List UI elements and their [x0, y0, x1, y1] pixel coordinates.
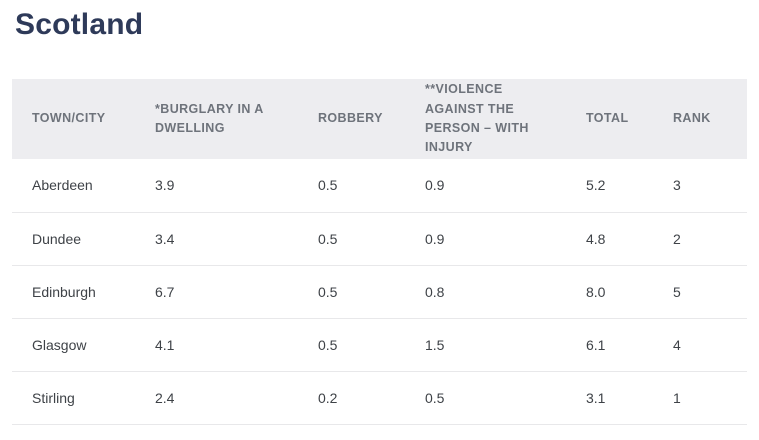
cell-violence: 0.9	[405, 159, 566, 213]
cell-total: 5.2	[566, 159, 653, 213]
table-row: Dundee 3.4 0.5 0.9 4.8 2	[12, 212, 747, 266]
cell-robbery: 0.2	[298, 371, 405, 425]
cell-violence: 0.9	[405, 212, 566, 266]
cell-burglary: 3.4	[135, 212, 298, 266]
cell-town-city: Edinburgh	[12, 265, 135, 319]
column-header-robbery: ROBBERY	[298, 79, 405, 159]
cell-rank: 4	[653, 318, 747, 372]
cell-robbery: 0.5	[298, 265, 405, 319]
cell-burglary: 2.4	[135, 371, 298, 425]
cell-town-city: Dundee	[12, 212, 135, 266]
page-title: Scotland	[15, 8, 144, 41]
cell-rank: 1	[653, 371, 747, 425]
cell-total: 8.0	[566, 265, 653, 319]
cell-violence: 1.5	[405, 318, 566, 372]
table-row: Glasgow 4.1 0.5 1.5 6.1 4	[12, 318, 747, 372]
table-header: TOWN/CITY *BURGLARY IN A DWELLING ROBBER…	[12, 79, 747, 159]
cell-robbery: 0.5	[298, 318, 405, 372]
table-header-row: TOWN/CITY *BURGLARY IN A DWELLING ROBBER…	[12, 79, 747, 159]
cell-rank: 2	[653, 212, 747, 266]
table-row: Stirling 2.4 0.2 0.5 3.1 1	[12, 371, 747, 425]
cell-burglary: 3.9	[135, 159, 298, 213]
column-header-total: TOTAL	[566, 79, 653, 159]
cell-burglary: 6.7	[135, 265, 298, 319]
page: Scotland TOWN/CITY *BURGLARY IN A DWELLI…	[0, 8, 759, 425]
cell-violence: 0.5	[405, 371, 566, 425]
cell-robbery: 0.5	[298, 212, 405, 266]
cell-rank: 5	[653, 265, 747, 319]
cell-violence: 0.8	[405, 265, 566, 319]
cell-town-city: Aberdeen	[12, 159, 135, 213]
column-header-violence: **VIOLENCE AGAINST THE PERSON – WITH INJ…	[405, 79, 566, 159]
cell-robbery: 0.5	[298, 159, 405, 213]
cell-town-city: Stirling	[12, 371, 135, 425]
column-header-rank: RANK	[653, 79, 747, 159]
crime-stats-table: TOWN/CITY *BURGLARY IN A DWELLING ROBBER…	[12, 79, 747, 425]
table-row: Edinburgh 6.7 0.5 0.8 8.0 5	[12, 265, 747, 319]
table-row: Aberdeen 3.9 0.5 0.9 5.2 3	[12, 159, 747, 213]
cell-total: 6.1	[566, 318, 653, 372]
cell-total: 3.1	[566, 371, 653, 425]
cell-total: 4.8	[566, 212, 653, 266]
column-header-burglary: *BURGLARY IN A DWELLING	[135, 79, 298, 159]
table-body: Aberdeen 3.9 0.5 0.9 5.2 3 Dundee 3.4 0.…	[12, 159, 747, 425]
column-header-town-city: TOWN/CITY	[12, 79, 135, 159]
cell-burglary: 4.1	[135, 318, 298, 372]
cell-town-city: Glasgow	[12, 318, 135, 372]
cell-rank: 3	[653, 159, 747, 213]
